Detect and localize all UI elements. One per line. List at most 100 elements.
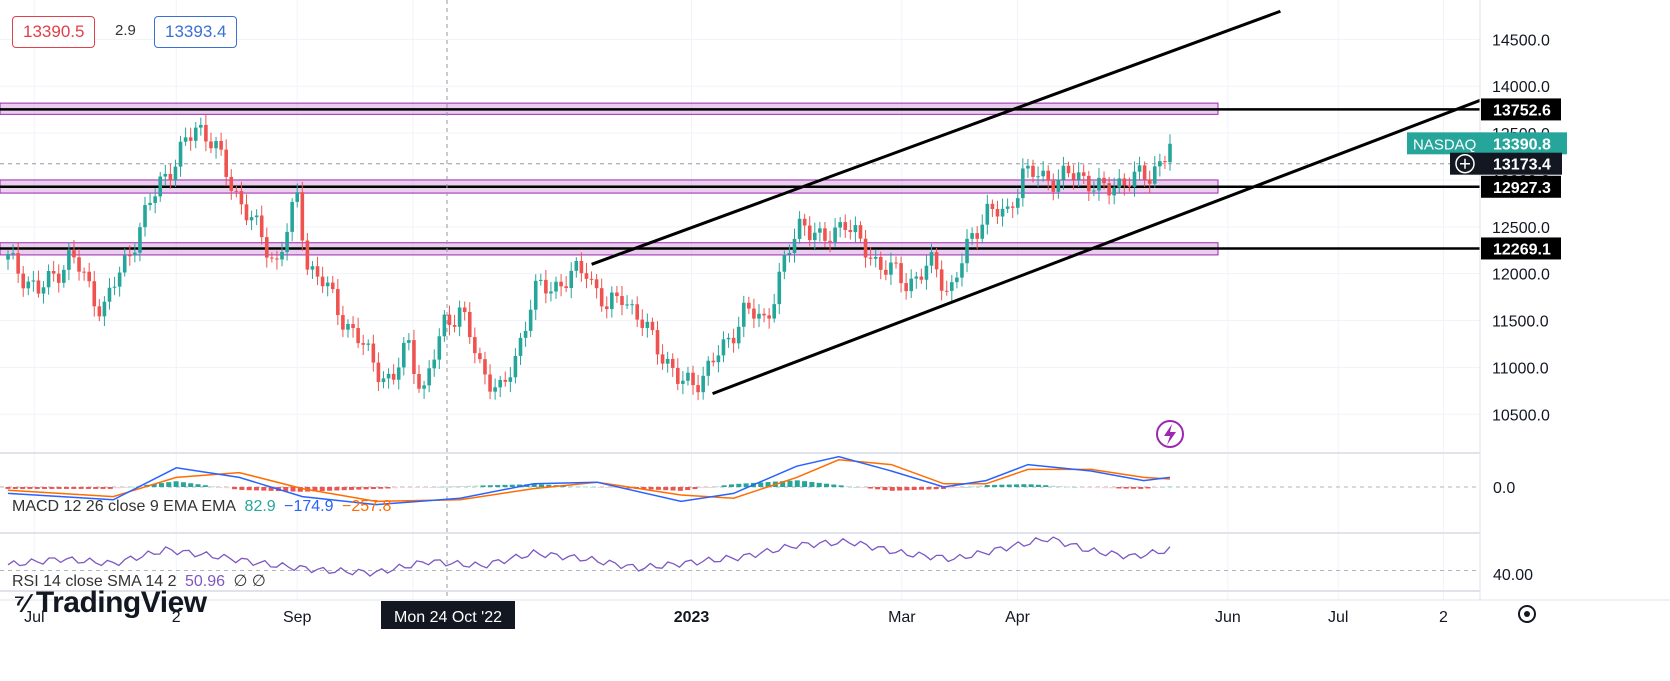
candle-body	[970, 233, 974, 239]
candle-body	[955, 277, 959, 283]
macd-histogram-bar	[729, 484, 735, 487]
gear-icon[interactable]	[1518, 605, 1536, 623]
candle-body	[523, 330, 528, 338]
candle-body	[209, 141, 213, 149]
macd-histogram-bar	[210, 486, 216, 488]
macd-histogram-bar	[597, 487, 603, 488]
macd-histogram-bar	[151, 483, 157, 487]
candle-body	[1015, 198, 1020, 208]
candle-body	[498, 379, 503, 388]
macd-legend[interactable]: MACD 12 26 close 9 EMA EMA 82.9 −174.9 −…	[12, 498, 395, 516]
candle-body	[412, 340, 416, 374]
macd-histogram-bar	[378, 487, 384, 489]
candle-body	[330, 282, 335, 290]
macd-histogram-bar	[787, 480, 793, 487]
candle-body	[858, 225, 863, 239]
candle-body	[158, 176, 163, 197]
time-axis-tick: 2023	[674, 609, 710, 626]
macd-histogram-bar	[414, 487, 420, 488]
candle-body	[437, 336, 442, 360]
level-price-bg	[1481, 175, 1561, 198]
candle-body	[407, 340, 411, 343]
macd-histogram-bar	[1101, 487, 1107, 489]
candle-body	[518, 337, 523, 356]
candle-body	[92, 281, 97, 307]
candle-body	[762, 313, 766, 316]
macd-histogram-bar	[882, 487, 888, 491]
macd-histogram-bar	[495, 485, 501, 487]
candle-body	[696, 385, 700, 393]
candle-body	[386, 373, 391, 379]
candle-body	[178, 141, 183, 167]
macd-histogram-bar	[1167, 486, 1173, 488]
macd-histogram-bar	[1072, 486, 1078, 488]
candle-body	[1005, 206, 1010, 209]
candle-body	[944, 290, 949, 292]
macd-histogram-bar	[1035, 484, 1041, 487]
macd-hist-value: 82.9	[244, 498, 276, 515]
macd-histogram-bar	[1028, 484, 1034, 487]
macd-histogram-bar	[714, 486, 720, 488]
candle-body	[457, 307, 462, 327]
candle-body	[934, 252, 939, 270]
macd-histogram-bar	[1065, 486, 1071, 488]
macd-histogram-bar	[407, 487, 413, 488]
candle-body	[112, 286, 117, 288]
macd-histogram-bar	[327, 487, 333, 491]
macd-histogram-bar	[940, 487, 946, 489]
candle-body	[11, 253, 15, 255]
candle-body	[1066, 165, 1071, 174]
candle-body	[234, 190, 239, 192]
macd-histogram-bar	[743, 483, 749, 487]
macd-histogram-bar	[443, 486, 449, 488]
macd-histogram-bar	[721, 485, 727, 487]
candle-body	[97, 306, 102, 317]
candle-body	[691, 372, 695, 386]
macd-histogram-bar	[166, 482, 172, 487]
candle-body	[107, 287, 112, 302]
macd-histogram-bar	[502, 484, 508, 487]
candle-body	[1142, 165, 1147, 180]
candle-body	[528, 309, 533, 331]
candle-body	[193, 127, 198, 141]
candle-body	[264, 237, 269, 258]
candle-body	[351, 324, 355, 329]
macd-histogram-bar	[42, 487, 48, 489]
macd-histogram-bar	[977, 485, 983, 487]
lightning-icon	[1156, 420, 1184, 448]
candle-body	[914, 276, 919, 279]
candle-body	[341, 315, 345, 330]
macd-histogram-bar	[831, 484, 837, 487]
candle-body	[828, 240, 832, 242]
candle-body	[67, 250, 71, 270]
macd-histogram-bar	[319, 487, 325, 492]
candle-body	[16, 253, 20, 274]
candle-body	[747, 302, 751, 309]
macd-histogram-bar	[71, 487, 77, 489]
macd-histogram-bar	[1116, 487, 1122, 489]
price-axis-tick: 12000.0	[1492, 267, 1550, 284]
rsi-legend[interactable]: RSI 14 close SMA 14 2 50.96 ∅ ∅	[12, 571, 270, 591]
candle-body	[863, 238, 868, 258]
macd-histogram-bar	[180, 482, 186, 487]
macd-histogram-bar	[867, 487, 873, 489]
price-axis-tick: 10500.0	[1492, 407, 1550, 424]
candle-body	[721, 339, 726, 356]
candle-body	[117, 272, 122, 287]
candle-body	[336, 289, 340, 316]
candle-body	[838, 222, 842, 228]
candle-body	[391, 373, 396, 380]
price-axis-tick: 11500.0	[1492, 314, 1549, 331]
macd-histogram-bar	[465, 485, 471, 487]
candle-body	[315, 266, 320, 277]
macd-histogram-bar	[487, 485, 493, 487]
candle-body	[1158, 161, 1162, 167]
macd-histogram-bar	[429, 487, 435, 488]
candle-body	[701, 375, 705, 393]
candle-body	[366, 343, 371, 345]
time-axis-tick: Mar	[888, 609, 916, 626]
candle-body	[767, 315, 771, 319]
macd-histogram-bar	[1014, 484, 1020, 487]
macd-histogram-bar	[115, 487, 121, 489]
